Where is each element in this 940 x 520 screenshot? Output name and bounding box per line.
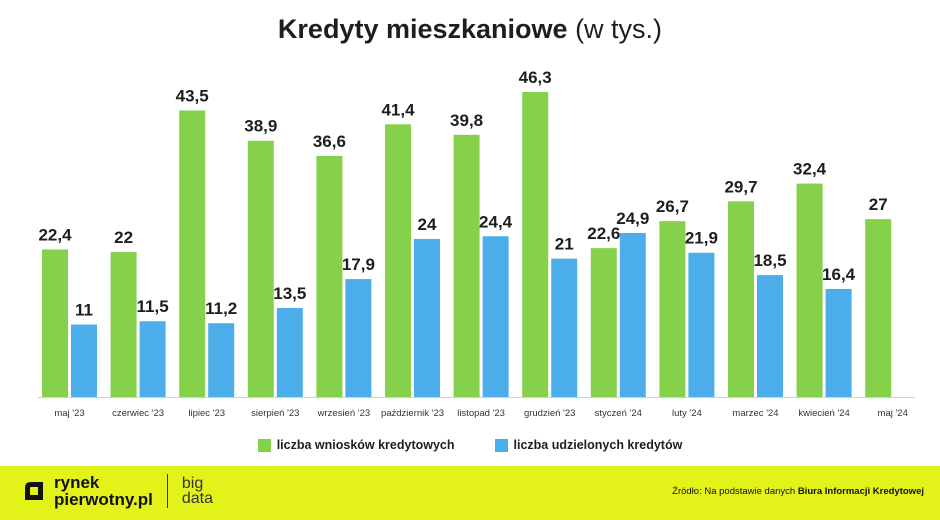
- value-label-series2-4: 17,9: [342, 255, 375, 274]
- bar-series1-3: [247, 140, 274, 397]
- logo-separator: [166, 474, 168, 508]
- value-label-series2-6: 24,4: [479, 212, 513, 231]
- bar-series1-2: [179, 110, 206, 398]
- x-tick-label-4: wrzesień '23: [317, 408, 371, 419]
- bar-series2-1: [139, 321, 166, 397]
- footer: rynek pierwotny.pl big data Źródło: Na p…: [0, 466, 940, 520]
- bar-series1-12: [865, 219, 892, 397]
- bar-series1-6: [453, 134, 480, 397]
- bar-series2-8: [619, 232, 646, 397]
- legend-label-granted: liczba udzielonych kredytów: [513, 438, 683, 452]
- value-label-series2-10: 18,5: [753, 251, 786, 270]
- value-label-series2-11: 16,4: [822, 265, 856, 284]
- bar-series2-6: [482, 236, 509, 397]
- value-label-series2-2: 11,2: [205, 299, 237, 318]
- value-label-series1-10: 29,7: [724, 177, 757, 196]
- value-label-series1-5: 41,4: [381, 100, 415, 119]
- x-tick-label-2: lipiec '23: [188, 408, 225, 419]
- bar-series1-5: [385, 124, 411, 397]
- bar-series2-3: [276, 308, 303, 397]
- value-label-series2-7: 21: [555, 235, 574, 254]
- logo-mark-icon: [25, 482, 43, 500]
- bar-series2-0: [71, 324, 97, 397]
- x-tick-label-7: grudzień '23: [524, 408, 575, 419]
- value-label-series2-8: 24,9: [616, 209, 649, 228]
- source-bold: Biura Informacji Kredytowej: [797, 486, 924, 497]
- legend-swatch-green: [257, 438, 271, 452]
- bar-series1-0: [42, 249, 68, 397]
- value-label-series1-1: 22: [114, 228, 133, 247]
- bar-series1-7: [522, 92, 549, 397]
- legend-item-applications: liczba wniosków kredytowych: [257, 438, 455, 452]
- value-label-series1-8: 22,6: [587, 224, 620, 243]
- bar-series2-2: [208, 323, 235, 397]
- source-note: Źródło: Na podstawie danych Biura Inform…: [672, 486, 924, 497]
- bar-series1-11: [796, 183, 823, 397]
- x-tick-label-12: maj '24: [878, 408, 908, 419]
- logo-line2: pierwotny.pl: [54, 490, 153, 509]
- logo-sub-line1: big: [181, 475, 204, 492]
- bar-series2-10: [757, 275, 783, 397]
- bar-series2-5: [414, 238, 440, 397]
- source-prefix: Źródło: Na podstawie danych: [672, 486, 796, 497]
- bar-series1-1: [110, 252, 137, 397]
- bar-series2-4: [345, 279, 372, 397]
- value-label-series2-5: 24: [418, 215, 437, 234]
- legend-label-applications: liczba wniosków kredytowych: [276, 438, 455, 452]
- x-tick-label-9: luty '24: [672, 408, 702, 419]
- x-tick-label-10: marzec '24: [732, 408, 778, 419]
- legend-swatch-blue: [494, 438, 508, 452]
- bar-series1-8: [590, 248, 617, 397]
- chart-title-unit: (w tys.): [575, 14, 663, 44]
- value-label-series1-3: 38,9: [244, 117, 277, 136]
- bar-series1-4: [316, 155, 343, 397]
- logo-line1: rynek: [54, 473, 100, 492]
- bar-series1-10: [728, 201, 754, 397]
- value-label-series1-9: 26,7: [656, 197, 689, 216]
- bar-series2-11: [825, 288, 852, 397]
- value-label-series1-7: 46,3: [519, 68, 552, 87]
- bar-chart: 22,4 11 maj '23 22 11,5 czerwiec '23 43,5 11,2 l…: [38, 68, 915, 419]
- logo-subbrand: big data: [181, 475, 213, 507]
- value-label-series1-2: 43,5: [176, 86, 209, 105]
- x-tick-label-8: styczeń '24: [595, 408, 642, 419]
- x-tick-label-3: sierpień '23: [251, 408, 299, 419]
- x-tick-label-0: maj '23: [54, 408, 84, 419]
- logo-text: rynek pierwotny.pl: [54, 474, 153, 508]
- value-label-series1-0: 22,4: [38, 225, 72, 244]
- x-tick-label-5: październik '23: [381, 408, 444, 419]
- value-label-series2-9: 21,9: [685, 229, 718, 248]
- legend: liczba wniosków kredytowych liczba udzie…: [0, 438, 940, 452]
- logo-sub-line2: data: [181, 490, 213, 507]
- chart-title-main: Kredyty mieszkaniowe: [277, 14, 568, 44]
- legend-item-granted: liczba udzielonych kredytów: [494, 438, 683, 452]
- value-label-series1-11: 32,4: [793, 160, 827, 179]
- value-label-series2-0: 11: [75, 301, 93, 320]
- bar-series1-9: [659, 221, 686, 397]
- bar-series2-7: [551, 258, 578, 397]
- chart-title: Kredyty mieszkaniowe (w tys.): [0, 14, 940, 45]
- x-tick-label-1: czerwiec '23: [112, 408, 164, 419]
- logo[interactable]: rynek pierwotny.pl big data: [22, 474, 213, 508]
- x-tick-label-6: listopad '23: [457, 408, 505, 419]
- value-label-series1-4: 36,6: [313, 132, 346, 151]
- bar-series2-9: [688, 252, 715, 397]
- value-label-series1-6: 39,8: [450, 111, 483, 130]
- value-label-series2-1: 11,5: [137, 297, 169, 316]
- value-label-series2-3: 13,5: [273, 284, 306, 303]
- value-label-series1-12: 27: [869, 195, 888, 214]
- x-tick-label-11: kwiecień '24: [798, 408, 849, 419]
